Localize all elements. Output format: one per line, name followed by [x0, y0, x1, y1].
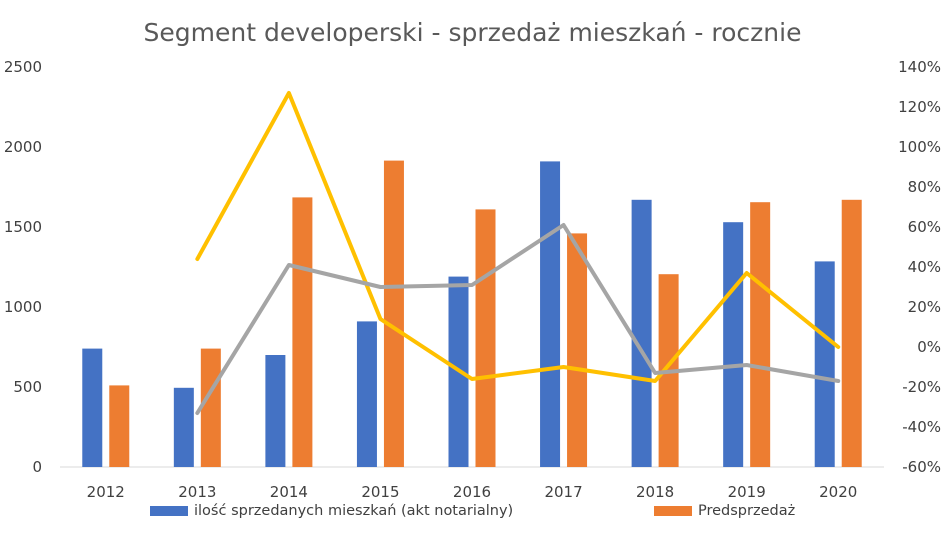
y-right-tick-label: -40% — [902, 418, 941, 436]
y-right-tick-label: -20% — [902, 378, 941, 396]
y-right-tick-label: 120% — [898, 98, 941, 116]
y-right-tick-label: 60% — [908, 218, 941, 236]
legend-swatch-presale — [654, 506, 692, 516]
y-left-tick-label: 2000 — [4, 138, 42, 156]
bar-presale — [475, 209, 496, 467]
x-tick-label: 2015 — [361, 483, 399, 501]
y-right-tick-label: 140% — [898, 58, 941, 76]
bar-presale — [841, 199, 862, 468]
x-tick-label: 2019 — [728, 483, 766, 501]
y-right-tick-label: 100% — [898, 138, 941, 156]
bar-notarial — [82, 348, 103, 467]
legend-item-notarial: ilość sprzedanych mieszkań (akt notarial… — [150, 503, 513, 519]
y-left-tick-label: 2500 — [4, 58, 42, 76]
bar-notarial — [265, 355, 286, 467]
x-tick-label: 2013 — [178, 483, 216, 501]
chart-title: Segment developerski - sprzedaż mieszkań… — [143, 18, 802, 47]
y-right-tick-label: 40% — [908, 258, 941, 276]
y-right-tick-label: 0% — [917, 338, 941, 356]
legend-label-notarial: ilość sprzedanych mieszkań (akt notarial… — [194, 503, 514, 519]
y-right-tick-label: -60% — [902, 458, 941, 476]
x-tick-label: 2017 — [544, 483, 582, 501]
bar-presale — [750, 202, 771, 467]
bar-notarial — [723, 222, 744, 467]
bar-notarial — [631, 199, 652, 468]
bar-presale — [383, 160, 404, 467]
bar-presale — [567, 233, 588, 467]
legend-label-presale: Predsprzedaż — [698, 503, 796, 519]
y-right-tick-label: 20% — [908, 298, 941, 316]
y-left-tick-label: 500 — [13, 378, 42, 396]
bar-notarial — [173, 387, 194, 467]
x-tick-label: 2018 — [636, 483, 674, 501]
bar-presale — [109, 385, 130, 467]
bar-notarial — [540, 161, 561, 467]
bar-presale — [200, 348, 221, 467]
x-tick-label: 2014 — [270, 483, 308, 501]
x-tick-label: 2016 — [453, 483, 491, 501]
bar-presale — [292, 197, 313, 467]
line-series-gray — [195, 223, 841, 415]
x-tick-label: 2012 — [87, 483, 125, 501]
y-left-tick-label: 0 — [32, 458, 42, 476]
x-tick-label: 2020 — [819, 483, 857, 501]
line-series-yellow — [195, 91, 841, 383]
y-left-tick-label: 1500 — [4, 218, 42, 236]
legend-item-presale: Predsprzedaż — [654, 503, 795, 519]
y-right-tick-label: 80% — [908, 178, 941, 196]
bar-notarial — [356, 321, 377, 467]
legend-swatch-notarial — [150, 506, 188, 516]
bar-notarial — [814, 261, 835, 467]
y-left-tick-label: 1000 — [4, 298, 42, 316]
